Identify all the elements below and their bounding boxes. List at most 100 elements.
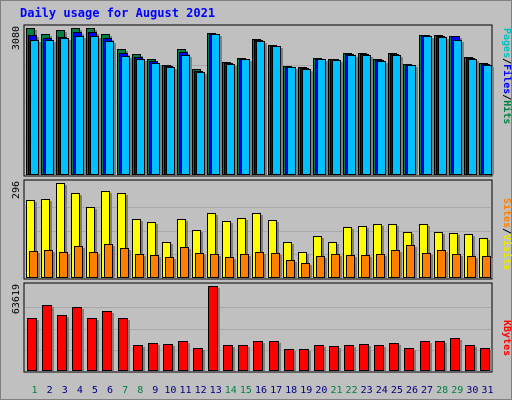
bar-sites-day-7 [120,248,129,278]
bar-kbytes-day-31 [480,348,490,371]
bar-pages-day-1 [30,40,39,175]
bar-kbytes-day-4 [72,307,82,371]
bar-pages-day-3 [60,38,69,175]
day-label: 22 [346,385,358,396]
day-label: 31 [481,385,493,396]
bar-kbytes-day-30 [465,345,475,371]
bar-sites-day-17 [271,253,280,278]
day-label: 1 [32,385,38,396]
bar-kbytes-day-20 [314,345,324,371]
bar-sites-day-14 [225,257,234,278]
day-label: 13 [210,385,222,396]
day-label: 19 [300,385,312,396]
bar-sites-day-29 [452,254,461,278]
x-axis-labels: 1 2 3 4 5 6 7 8 9 10 11 12 13 14 15 16 17 18 19 20 21 22 23 24 2… [32,385,494,396]
bar-pages-day-26 [407,65,416,175]
bar-sites-day-19 [301,263,310,278]
legend-group: Pages/Files/Hits [501,28,512,124]
legend-item: Visits [501,234,512,270]
bar-pages-day-21 [332,60,341,175]
day-label: 24 [376,385,388,396]
bar-kbytes-day-10 [163,344,173,371]
bar-kbytes-day-7 [118,318,128,371]
day-label: 3 [62,385,68,396]
bar-kbytes-day-14 [223,345,233,371]
bar-sites-day-27 [422,253,431,278]
bar-kbytes-day-8 [133,345,143,371]
bar-pages-day-24 [377,61,386,175]
day-label: 12 [195,385,207,396]
bar-kbytes-day-3 [57,315,67,371]
bar-sites-day-24 [376,254,385,278]
bar-sites-day-31 [482,256,491,278]
bar-sites-day-9 [150,255,159,278]
bar-pages-day-9 [151,63,160,175]
bar-sites-day-26 [406,245,415,278]
legend-item: Files [501,64,512,94]
bar-pages-day-2 [45,40,54,175]
bar-sites-day-30 [467,256,476,278]
bar-sites-day-28 [437,250,446,278]
legend-item: KBytes [501,320,512,356]
bar-pages-day-8 [136,59,145,175]
bar-pages-day-11 [181,55,190,175]
ymax-label: 296 [11,181,22,199]
day-label: 15 [240,385,252,396]
day-label: 9 [152,385,158,396]
bar-pages-day-12 [196,72,205,175]
chart-title: Daily usage for August 2021 [20,6,216,20]
day-label: 14 [225,385,237,396]
bar-kbytes-day-18 [284,349,294,371]
day-label: 16 [255,385,267,396]
bar-kbytes-day-2 [42,305,52,371]
bar-pages-day-29 [453,40,462,175]
bar-pages-day-20 [317,59,326,175]
bar-pages-day-14 [226,64,235,175]
bar-kbytes-day-1 [27,318,37,371]
bar-kbytes-day-19 [299,349,309,371]
bar-kbytes-day-17 [269,341,279,371]
bar-kbytes-day-15 [238,345,248,371]
bar-kbytes-day-28 [435,341,445,371]
bar-sites-day-15 [240,254,249,278]
bar-kbytes-day-27 [420,341,430,371]
bar-sites-day-22 [346,255,355,278]
bar-pages-day-27 [423,36,432,175]
bar-pages-day-28 [438,37,447,175]
day-label: 8 [137,385,143,396]
day-label: 10 [164,385,176,396]
legend-group: KBytes [501,320,512,356]
day-label: 2 [47,385,53,396]
bar-pages-day-31 [483,65,492,175]
day-label: 7 [122,385,128,396]
bar-pages-day-15 [241,59,250,175]
bar-sites-day-16 [255,252,264,278]
day-label: 30 [466,385,478,396]
bar-sites-day-1 [29,251,38,278]
bar-pages-day-7 [121,56,130,175]
bar-pages-day-30 [468,59,477,175]
panel-pages-files-hits: 3080 [11,24,494,177]
bar-pages-day-6 [105,41,114,175]
day-label: 18 [285,385,297,396]
ymax-label: 63619 [11,284,22,314]
bar-sites-day-20 [316,256,325,278]
panel-sites-visits: 296 [11,179,493,280]
panel-kbytes: 63619 [11,282,493,373]
bar-kbytes-day-25 [389,343,399,371]
bar-kbytes-day-6 [102,311,112,371]
bar-pages-day-22 [347,55,356,175]
legend-item: Hits [501,100,512,124]
day-label: 20 [315,385,327,396]
legend-item: Pages [501,28,512,58]
bar-kbytes-day-16 [253,341,263,371]
bar-sites-day-25 [391,250,400,278]
day-label: 29 [451,385,463,396]
bar-kbytes-day-11 [178,341,188,371]
bar-pages-day-13 [211,34,220,175]
bar-pages-day-10 [166,67,175,175]
bar-sites-day-5 [89,252,98,278]
legend-item: / [501,58,512,64]
bar-sites-day-23 [361,255,370,278]
